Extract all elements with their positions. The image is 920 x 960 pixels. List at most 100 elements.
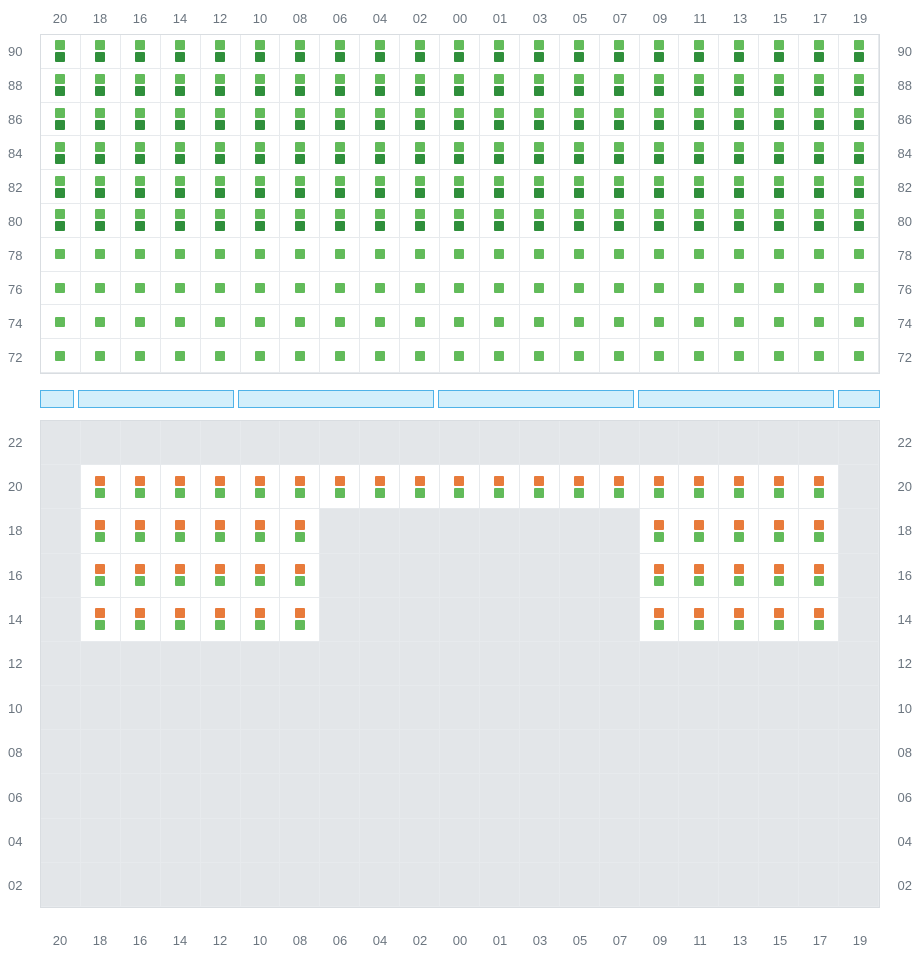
rack-slot[interactable] [679,305,719,339]
rack-slot[interactable] [799,204,839,238]
rack-slot[interactable] [600,136,640,170]
rack-slot[interactable] [360,136,400,170]
rack-slot-empty[interactable] [679,774,719,818]
rack-slot[interactable] [241,204,281,238]
rack-slot-empty[interactable] [320,774,360,818]
rack-slot[interactable] [480,103,520,137]
rack-slot-empty[interactable] [400,819,440,863]
rack-slot-empty[interactable] [839,863,879,907]
rack-slot[interactable] [161,204,201,238]
rack-slot-empty[interactable] [121,642,161,686]
rack-slot[interactable] [440,136,480,170]
rack-slot-empty[interactable] [480,642,520,686]
rack-slot[interactable] [41,136,81,170]
rack-slot[interactable] [719,204,759,238]
rack-slot[interactable] [839,170,879,204]
rack-slot[interactable] [280,272,320,306]
rack-slot[interactable] [560,69,600,103]
rack-slot[interactable] [320,69,360,103]
rack-slot-empty[interactable] [600,863,640,907]
rack-slot-empty[interactable] [839,686,879,730]
rack-slot[interactable] [799,554,839,598]
rack-slot[interactable] [560,305,600,339]
rack-slot[interactable] [560,136,600,170]
rack-slot[interactable] [600,305,640,339]
rack-slot[interactable] [241,170,281,204]
rack-slot-empty[interactable] [799,642,839,686]
rack-slot[interactable] [400,69,440,103]
rack-slot-empty[interactable] [759,642,799,686]
rack-slot-empty[interactable] [280,863,320,907]
rack-slot-empty[interactable] [320,642,360,686]
rack-slot-empty[interactable] [600,819,640,863]
rack-slot[interactable] [201,305,241,339]
rack-slot[interactable] [81,339,121,373]
rack-slot[interactable] [400,103,440,137]
rack-slot-empty[interactable] [520,421,560,465]
rack-slot[interactable] [719,305,759,339]
rack-slot[interactable] [81,272,121,306]
rack-slot[interactable] [520,339,560,373]
rack-slot-empty[interactable] [679,421,719,465]
rack-slot[interactable] [480,272,520,306]
rack-slot-empty[interactable] [360,554,400,598]
rack-slot-empty[interactable] [719,730,759,774]
rack-slot[interactable] [201,509,241,553]
rack-slot-empty[interactable] [679,819,719,863]
rack-slot[interactable] [799,509,839,553]
rack-slot-empty[interactable] [520,509,560,553]
rack-slot[interactable] [320,103,360,137]
rack-slot[interactable] [480,238,520,272]
rack-slot-empty[interactable] [839,598,879,642]
rack-slot[interactable] [241,69,281,103]
rack-slot[interactable] [719,554,759,598]
rack-slot-empty[interactable] [161,642,201,686]
rack-slot[interactable] [81,35,121,69]
rack-slot[interactable] [719,509,759,553]
rack-slot[interactable] [520,35,560,69]
rack-slot[interactable] [759,35,799,69]
rack-slot-empty[interactable] [600,421,640,465]
rack-slot[interactable] [320,35,360,69]
rack-slot[interactable] [41,272,81,306]
rack-slot-empty[interactable] [560,774,600,818]
rack-slot[interactable] [161,103,201,137]
rack-slot-empty[interactable] [201,730,241,774]
rack-slot[interactable] [121,272,161,306]
rack-slot-empty[interactable] [759,421,799,465]
rack-slot[interactable] [121,554,161,598]
rack-slot-empty[interactable] [400,642,440,686]
rack-slot[interactable] [839,272,879,306]
rack-slot[interactable] [679,170,719,204]
rack-slot[interactable] [560,204,600,238]
rack-slot[interactable] [121,69,161,103]
rack-slot-empty[interactable] [41,863,81,907]
rack-slot-empty[interactable] [560,421,600,465]
rack-slot[interactable] [320,204,360,238]
rack-slot[interactable] [759,204,799,238]
rack-slot-empty[interactable] [839,774,879,818]
rack-slot-empty[interactable] [560,598,600,642]
rack-slot-empty[interactable] [201,774,241,818]
rack-slot[interactable] [241,509,281,553]
rack-slot[interactable] [280,598,320,642]
rack-slot-empty[interactable] [799,730,839,774]
rack-slot[interactable] [41,103,81,137]
rack-slot[interactable] [759,305,799,339]
rack-slot[interactable] [560,272,600,306]
rack-slot-empty[interactable] [719,686,759,730]
rack-slot[interactable] [280,554,320,598]
rack-slot[interactable] [799,103,839,137]
rack-slot-empty[interactable] [320,598,360,642]
rack-slot-empty[interactable] [400,421,440,465]
rack-slot-empty[interactable] [839,730,879,774]
rack-slot[interactable] [640,465,680,509]
rack-slot-empty[interactable] [241,686,281,730]
rack-slot[interactable] [280,465,320,509]
rack-slot[interactable] [81,103,121,137]
rack-slot-empty[interactable] [241,642,281,686]
rack-slot[interactable] [280,238,320,272]
rack-slot[interactable] [81,465,121,509]
rack-slot[interactable] [161,69,201,103]
rack-slot-empty[interactable] [320,819,360,863]
